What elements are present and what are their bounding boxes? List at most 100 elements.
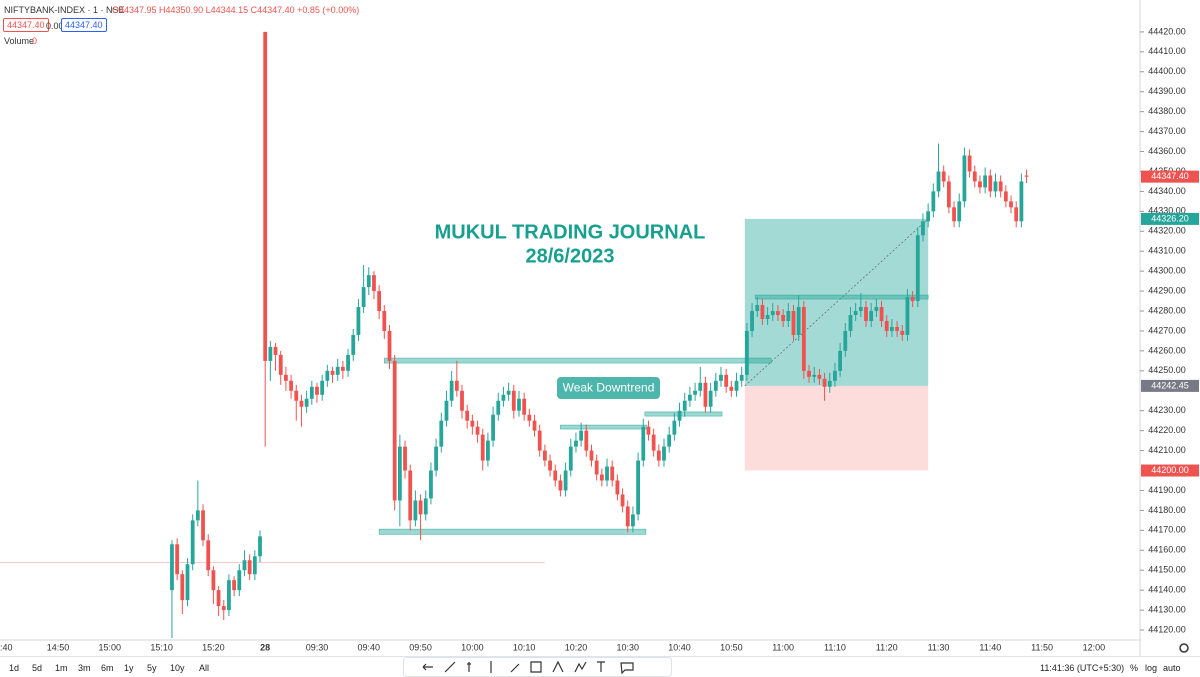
candle-body xyxy=(744,330,749,375)
x-tick-label: 10:10 xyxy=(513,642,536,652)
price-label-box xyxy=(1141,379,1199,392)
candle-body xyxy=(429,470,433,499)
candle-body xyxy=(905,297,910,335)
candle-body xyxy=(864,307,868,321)
x-tick-label: 14:50 xyxy=(47,642,70,652)
candle-body xyxy=(304,398,309,407)
x-tick-label: 15:20 xyxy=(202,642,225,652)
candle-body xyxy=(713,380,718,391)
candle-body xyxy=(703,382,708,407)
candle-body xyxy=(397,446,402,501)
price-label: 44326.20 xyxy=(1151,213,1189,223)
range-button[interactable]: 6m xyxy=(101,663,114,673)
candle-body xyxy=(263,31,268,361)
candle-body xyxy=(511,390,516,411)
zone xyxy=(644,411,723,417)
candle-body xyxy=(517,398,521,411)
x-tick-label: 10:00 xyxy=(461,642,484,652)
range-button[interactable]: 1y xyxy=(124,663,134,673)
range-button[interactable]: 10y xyxy=(170,663,185,673)
candle-body xyxy=(631,514,635,527)
price-label-box xyxy=(1141,212,1199,225)
candle-body xyxy=(682,400,687,411)
candle-body xyxy=(858,307,863,312)
candle-body xyxy=(962,155,967,202)
scale-option[interactable]: auto xyxy=(1163,663,1181,673)
range-button[interactable]: All xyxy=(199,663,210,673)
candle-body xyxy=(1019,181,1024,222)
candle-body xyxy=(351,334,356,355)
candle-body xyxy=(605,466,609,481)
candle-body xyxy=(252,556,257,575)
candle-body xyxy=(568,446,573,471)
settings-icon[interactable] xyxy=(1179,643,1189,653)
candle-body xyxy=(651,434,656,451)
candle-body xyxy=(822,378,827,387)
zone xyxy=(754,294,929,300)
candle-body xyxy=(765,315,770,320)
range-button[interactable]: 5d xyxy=(32,663,43,673)
candle-body xyxy=(195,510,200,521)
candle-body xyxy=(403,446,407,471)
chart-title: MUKUL TRADING JOURNAL xyxy=(435,221,706,243)
candle-body xyxy=(750,311,754,331)
scale-option[interactable]: log xyxy=(1145,663,1158,673)
candle-body xyxy=(216,590,221,607)
candle-body xyxy=(439,420,444,447)
y-tick-label: 44160.00 xyxy=(1148,545,1186,555)
candle-body xyxy=(579,430,584,441)
range-button[interactable]: 5y xyxy=(147,663,157,673)
candle-body xyxy=(884,320,889,331)
range-button[interactable]: 1d xyxy=(9,663,20,673)
candle-body xyxy=(465,410,470,421)
chart-subtitle: 28/6/2023 xyxy=(526,245,615,267)
price-label: 44347.40 xyxy=(1151,171,1189,181)
clock: 11:41:36 (UTC+5:30) xyxy=(1040,663,1125,673)
candle-body xyxy=(998,181,1003,192)
x-tick-label: 09:40 xyxy=(358,642,381,652)
candle-body xyxy=(423,498,428,515)
candle-body xyxy=(486,440,490,461)
y-tick-label: 44190.00 xyxy=(1148,485,1186,495)
candle-body xyxy=(475,426,480,435)
candle-body xyxy=(693,390,697,395)
candle-body xyxy=(957,201,962,222)
annotation: Weak Downtrend xyxy=(557,377,660,399)
range-button[interactable]: 1m xyxy=(55,663,68,673)
candle-body xyxy=(812,374,817,377)
symbol: NIFTYBANK-INDEX · 1 · NSE xyxy=(4,5,125,15)
candle-body xyxy=(444,400,449,421)
candle-body xyxy=(739,374,744,381)
candle-body xyxy=(242,560,247,571)
y-tick-label: 44250.00 xyxy=(1148,365,1186,375)
candle-body xyxy=(180,574,185,601)
candle-body xyxy=(553,470,558,481)
candle-body xyxy=(615,480,620,495)
candle-body xyxy=(688,394,692,401)
candle-body xyxy=(833,370,837,381)
candle-body xyxy=(232,580,237,591)
candle-body xyxy=(268,346,273,361)
candle-body xyxy=(895,326,899,331)
candle-body xyxy=(175,544,180,575)
candle-body xyxy=(636,460,641,515)
candle-body xyxy=(931,191,936,212)
y-tick-label: 44310.00 xyxy=(1148,246,1186,256)
range-button[interactable]: 3m xyxy=(78,663,91,673)
candle-body xyxy=(879,307,884,321)
candle-body xyxy=(770,311,775,316)
candle-body xyxy=(247,560,252,575)
y-tick-label: 44390.00 xyxy=(1148,86,1186,96)
x-tick-label: 10:30 xyxy=(616,642,639,652)
scale-option[interactable]: % xyxy=(1130,663,1139,673)
candle-body xyxy=(972,171,977,182)
candle-body xyxy=(320,380,325,395)
y-tick-label: 44330.00 xyxy=(1148,206,1186,216)
price-box: 44347.40 xyxy=(3,18,49,32)
candle-body xyxy=(848,315,853,331)
candle-body xyxy=(315,386,319,395)
x-tick-label: :40 xyxy=(0,642,12,652)
loss-zone xyxy=(744,385,929,471)
candle-body xyxy=(284,374,288,381)
candle-body xyxy=(418,500,423,515)
